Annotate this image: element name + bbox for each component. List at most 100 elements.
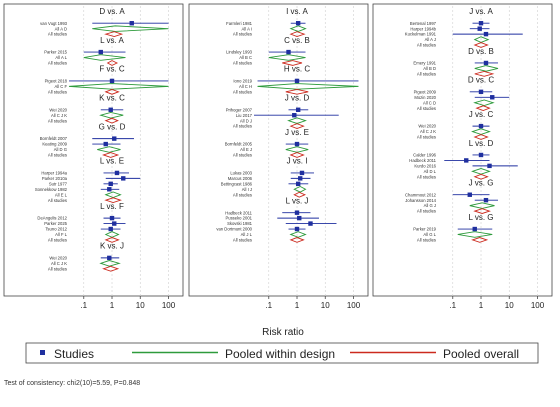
comparison-label: F vs. C xyxy=(99,65,125,74)
pooled-overall-diamond xyxy=(104,197,122,204)
row-label: All G L xyxy=(423,232,436,237)
pooled-overall-diamond xyxy=(289,123,305,130)
row-label: All studies xyxy=(233,124,252,129)
legend-box xyxy=(25,342,539,364)
study-point xyxy=(129,21,134,26)
row-label: All studies xyxy=(48,32,67,37)
study-point xyxy=(483,197,489,203)
study-point xyxy=(478,89,484,95)
study-point xyxy=(109,78,115,84)
pooled-within-diamond xyxy=(285,146,309,153)
legend-within-label: Pooled within design xyxy=(225,347,335,361)
x-tick-label: 10 xyxy=(321,301,330,310)
row-label: Johansson 2014 xyxy=(405,198,436,203)
study-point xyxy=(286,49,291,55)
row-label: All E L xyxy=(55,192,68,197)
pooled-within-diamond xyxy=(289,25,307,32)
row-label: Harper 1994b xyxy=(410,26,436,31)
row-label: DeAngelis 2012 xyxy=(37,216,67,221)
study-point xyxy=(483,60,489,66)
row-label: Sonnekkow 1982 xyxy=(35,187,68,192)
row-label: Skovski 1981 xyxy=(227,221,253,226)
comparison-label: D vs. B xyxy=(468,47,494,56)
row-label: Farmleri 1981 xyxy=(226,21,253,26)
row-label: All A L xyxy=(55,55,67,60)
row-label: All studies xyxy=(417,174,436,179)
row-label: van Dortmunt 2000 xyxy=(216,227,252,232)
row-label: All C J K xyxy=(51,261,67,266)
row-label: All studies xyxy=(48,61,67,66)
row-label: All J L xyxy=(241,232,253,237)
row-label: Calder 1996 xyxy=(413,153,436,158)
row-label: All studies xyxy=(233,153,252,158)
pooled-within-diamond xyxy=(68,83,169,90)
row-label: All studies xyxy=(233,32,252,37)
study-point xyxy=(295,21,301,26)
pooled-overall-diamond xyxy=(473,42,489,48)
x-tick-label: 10 xyxy=(505,301,514,310)
row-label: Pusseko 2001 xyxy=(225,216,252,221)
comparison-label: D vs. C xyxy=(468,76,494,85)
row-label: Wei 2020 xyxy=(49,255,67,260)
pooled-within-diamond xyxy=(469,202,495,209)
legend-studies-label: Studies xyxy=(54,347,94,361)
row-label: All studies xyxy=(48,198,67,203)
pooled-within-diamond xyxy=(97,146,121,153)
comparison-label: L vs. F xyxy=(100,202,124,211)
x-tick-label: 100 xyxy=(531,301,545,310)
x-tick-label: 100 xyxy=(162,301,176,310)
study-point xyxy=(114,170,120,176)
row-label: Parker 2019 xyxy=(413,227,436,232)
study-point xyxy=(107,187,112,192)
pooled-within-diamond xyxy=(92,25,169,32)
row-label: All D G xyxy=(54,147,67,152)
pooled-within-diamond xyxy=(104,231,120,238)
comparison-label: J vs. D xyxy=(285,94,310,103)
pooled-overall-diamond xyxy=(104,117,119,124)
row-label: All studies xyxy=(417,238,436,243)
comparison-label: K vs. J xyxy=(100,242,124,251)
row-label: Kurdo 2016 xyxy=(414,163,436,168)
pooled-within-diamond xyxy=(471,168,491,175)
pooled-within-diamond xyxy=(474,65,499,72)
row-label: All studies xyxy=(417,43,436,48)
pooled-overall-diamond xyxy=(282,60,303,66)
x-tick-label: .1 xyxy=(265,301,272,310)
study-point xyxy=(467,192,472,197)
x-tick-label: 1 xyxy=(479,301,484,310)
study-point xyxy=(108,107,113,112)
row-label: Marcus 2006 xyxy=(228,176,253,181)
row-label: Hadbeck 2011 xyxy=(225,210,252,215)
comparison-label: L vs. A xyxy=(100,36,124,45)
comparison-label: L vs. G xyxy=(468,213,493,222)
pooled-within-diamond xyxy=(257,83,359,90)
row-label: Prihoger 2007 xyxy=(226,107,253,112)
row-label: All D L xyxy=(424,169,437,174)
pooled-overall-diamond xyxy=(474,71,495,77)
pooled-overall-diamond xyxy=(102,265,120,272)
row-label: Wei 2020 xyxy=(418,124,436,129)
panel-frame xyxy=(3,3,184,297)
pooled-within-diamond xyxy=(293,185,307,193)
study-point xyxy=(299,170,305,176)
study-point xyxy=(112,136,117,141)
study-point xyxy=(294,226,300,232)
comparison-label: D vs. A xyxy=(99,7,125,16)
pooled-within-diamond xyxy=(473,99,495,106)
row-label: All studies xyxy=(417,135,436,140)
row-label: All B C xyxy=(239,55,252,60)
comparison-label: J vs. I xyxy=(287,157,308,166)
pooled-within-diamond xyxy=(83,54,126,61)
study-point xyxy=(308,221,313,226)
row-label: Bornfeldt 2007 xyxy=(40,136,68,141)
row-label: Kuckelman 1991 xyxy=(405,32,437,37)
row-label: All studies xyxy=(48,238,67,243)
row-label: Hadbeck 2011 xyxy=(409,158,436,163)
study-point xyxy=(295,181,301,187)
study-point xyxy=(294,210,300,215)
pooled-overall-diamond xyxy=(473,173,489,180)
study-point xyxy=(98,49,103,55)
